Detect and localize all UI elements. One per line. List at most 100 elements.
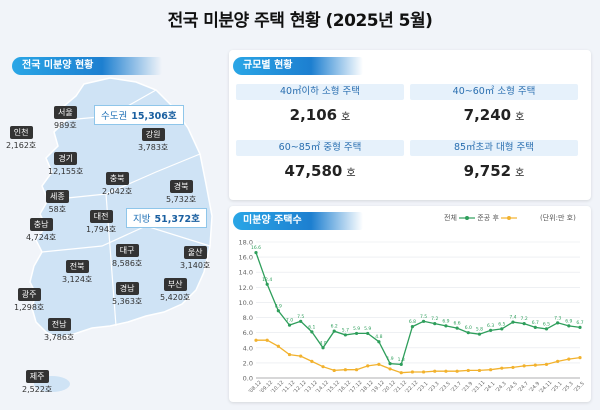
completed-series-point bbox=[287, 352, 292, 357]
total-series-point bbox=[287, 323, 292, 327]
total-series-point bbox=[366, 331, 370, 336]
y-tick-label: 4.0 bbox=[243, 344, 253, 352]
total-point-label: 1.9 bbox=[386, 356, 393, 362]
x-tick-label: '24.5 bbox=[506, 381, 519, 394]
total-point-label: 6.7 bbox=[532, 320, 539, 326]
size-cell-label: 85㎡초과 대형 주택 bbox=[410, 140, 578, 156]
x-tick-label: '23.1 bbox=[416, 381, 429, 394]
completed-series-point bbox=[556, 359, 560, 363]
total-point-label: 6.7 bbox=[576, 320, 583, 326]
total-point-label: 1.8 bbox=[398, 357, 405, 363]
total-series-point bbox=[578, 325, 582, 329]
region-incheon: 인천 2,162호 bbox=[6, 126, 37, 150]
y-tick-label: 14.0 bbox=[239, 269, 253, 277]
chart-section-header: 미분양 주택수 bbox=[233, 212, 363, 230]
size-cell-under40: 40㎡이하 소형 주택 2,106 호 bbox=[236, 84, 404, 138]
x-tick-label: '25.1 bbox=[550, 381, 563, 394]
total-series-point bbox=[477, 332, 482, 336]
chart-card bbox=[229, 206, 591, 402]
line-chart: 0.02.04.06.08.010.012.014.016.018.0'08.1… bbox=[239, 239, 586, 395]
metro-callout: 수도권 15,306호 bbox=[94, 105, 184, 125]
total-point-label: 5.9 bbox=[353, 326, 360, 332]
size-cell-unit: 호 bbox=[346, 168, 356, 179]
total-series-point bbox=[522, 322, 526, 326]
x-tick-label: '24.3 bbox=[495, 381, 508, 394]
total-point-label: 6.8 bbox=[409, 319, 416, 325]
region-chungbuk: 충북 2,042호 bbox=[102, 172, 133, 196]
y-tick-label: 8.0 bbox=[243, 314, 253, 322]
x-tick-label: '23.3 bbox=[428, 381, 441, 394]
completed-series-point bbox=[265, 338, 269, 342]
metro-callout-label: 수도권 bbox=[101, 111, 128, 122]
total-series-point bbox=[433, 322, 437, 326]
size-cell-value: 9,752 bbox=[463, 162, 512, 180]
total-series-point bbox=[388, 362, 392, 366]
total-series-point bbox=[377, 340, 381, 344]
total-point-label: 6.1 bbox=[308, 324, 315, 330]
completed-series-point bbox=[433, 369, 437, 373]
size-cell-value: 7,240 bbox=[463, 106, 512, 124]
completed-series-line bbox=[256, 339, 581, 374]
map-section-header: 전국 미분양 현황 bbox=[12, 57, 162, 75]
region-sejong: 세종 58호 bbox=[46, 190, 69, 215]
region-gyeonggi: 경기 12,155호 bbox=[48, 152, 84, 176]
region-gyeongbuk: 경북 5,732호 bbox=[166, 180, 197, 204]
page-title: 전국 미분양 주택 현황 (2025년 5월) bbox=[167, 11, 433, 31]
x-tick-label: '23.5 bbox=[439, 381, 452, 394]
size-cell-unit: 호 bbox=[515, 112, 525, 123]
completed-series-point bbox=[466, 368, 470, 373]
unit-note: (단위:만 호) bbox=[540, 214, 576, 222]
total-series-point bbox=[343, 333, 347, 337]
legend-total-swatch bbox=[459, 216, 476, 220]
total-point-label: 6.5 bbox=[498, 321, 505, 327]
total-series-point bbox=[254, 250, 258, 255]
total-point-label: 7.4 bbox=[509, 315, 516, 321]
completed-series-point bbox=[421, 370, 426, 374]
completed-series-point bbox=[354, 368, 359, 372]
total-point-label: 7.2 bbox=[431, 316, 438, 322]
y-tick-label: 6.0 bbox=[243, 329, 253, 337]
x-tick-label: '23.11 bbox=[471, 380, 486, 395]
completed-series-point bbox=[533, 363, 537, 367]
size-cell-label: 60~85㎡ 중형 주택 bbox=[236, 140, 404, 156]
y-tick-label: 10.0 bbox=[239, 299, 253, 307]
total-series-line bbox=[255, 252, 581, 366]
completed-series-point bbox=[511, 365, 515, 370]
total-point-label: 6.2 bbox=[331, 324, 338, 330]
total-point-label: 7.5 bbox=[420, 314, 427, 320]
completed-series-point bbox=[567, 357, 571, 361]
size-cell-label: 40~60㎡ 소형 주택 bbox=[410, 84, 578, 100]
size-cell-40to60: 40~60㎡ 소형 주택 7,240 호 bbox=[410, 84, 578, 138]
total-series-point bbox=[533, 325, 537, 329]
completed-series-point bbox=[299, 354, 303, 358]
size-cell-label: 40㎡이하 소형 주택 bbox=[236, 84, 404, 100]
total-point-label: 6.9 bbox=[442, 318, 449, 324]
completed-series-point bbox=[544, 362, 549, 366]
total-series-point bbox=[489, 328, 493, 332]
size-cell-over85: 85㎡초과 대형 주택 9,752 호 bbox=[410, 140, 578, 194]
x-tick-label: '25.5 bbox=[573, 381, 586, 394]
completed-series-point bbox=[410, 370, 415, 374]
total-series-point bbox=[265, 282, 269, 286]
total-point-label: 7.5 bbox=[297, 314, 304, 320]
completed-series-point bbox=[254, 338, 258, 342]
region-gangwon: 강원 3,783호 bbox=[138, 128, 169, 152]
completed-series-point bbox=[276, 344, 280, 348]
total-point-label: 6.0 bbox=[465, 325, 472, 331]
completed-series-point bbox=[477, 368, 482, 373]
legend-completed-label: 준공 후 bbox=[477, 214, 499, 222]
total-series-point bbox=[276, 309, 280, 313]
total-point-label: 12.4 bbox=[262, 277, 272, 283]
size-cell-unit: 호 bbox=[341, 112, 351, 123]
completed-series-point bbox=[455, 369, 459, 373]
region-jeonnam: 전남 3,786호 bbox=[44, 318, 75, 342]
completed-series-point bbox=[332, 368, 336, 373]
completed-series-point bbox=[377, 362, 381, 366]
total-series-point bbox=[421, 319, 426, 323]
total-point-label: 5.7 bbox=[342, 327, 349, 333]
region-daejeon: 대전 1,794호 bbox=[86, 210, 117, 234]
y-tick-label: 12.0 bbox=[239, 284, 253, 292]
total-series-point bbox=[310, 330, 314, 334]
region-gyeongnam: 경남 5,363호 bbox=[112, 282, 143, 306]
